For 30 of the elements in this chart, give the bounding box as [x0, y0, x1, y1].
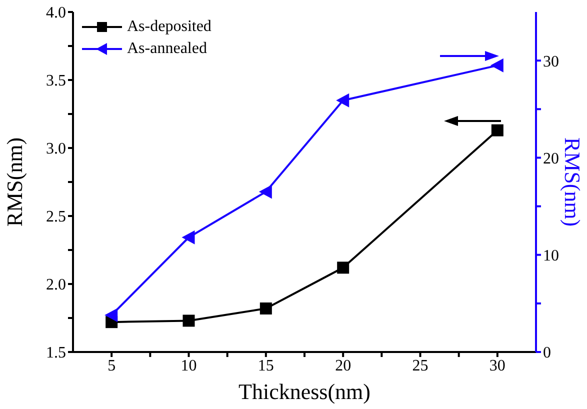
- x-tick-label: 10: [180, 357, 197, 374]
- point: [182, 230, 195, 244]
- x-tick-label: 20: [335, 357, 352, 374]
- y-tick-label: 2.0: [46, 276, 66, 294]
- y2-tick-label: 10: [543, 248, 559, 265]
- y2-tick-label: 0: [543, 344, 551, 362]
- y-tick-label: 4.0: [46, 4, 66, 22]
- legend-label: As-deposited: [127, 18, 212, 36]
- x-axis-title: Thickness(nm): [238, 379, 370, 404]
- y-tick-label: 1.5: [46, 344, 66, 362]
- point: [336, 93, 350, 108]
- y-tick-label: 2.5: [46, 208, 66, 226]
- y2-tick-label: 20: [543, 150, 559, 168]
- point: [258, 184, 272, 199]
- point: [104, 308, 118, 322]
- y2-axis-title: RMS(nm): [560, 137, 586, 227]
- y-tick-label: 3.5: [46, 72, 66, 90]
- point: [490, 58, 504, 72]
- y-tick-label: 3.0: [46, 140, 66, 158]
- x-tick-label: 15: [258, 357, 274, 374]
- y2-tick-label: 30: [543, 53, 559, 70]
- y-axis-title: RMS(nm): [2, 137, 27, 227]
- point: [337, 262, 350, 274]
- point: [182, 314, 195, 327]
- point: [491, 124, 504, 136]
- x-tick-label: 30: [489, 357, 506, 374]
- point: [260, 302, 272, 314]
- x-tick-label: 25: [412, 357, 428, 374]
- x-tick-label: 5: [108, 357, 116, 374]
- legend-label: As-annealed: [127, 40, 207, 58]
